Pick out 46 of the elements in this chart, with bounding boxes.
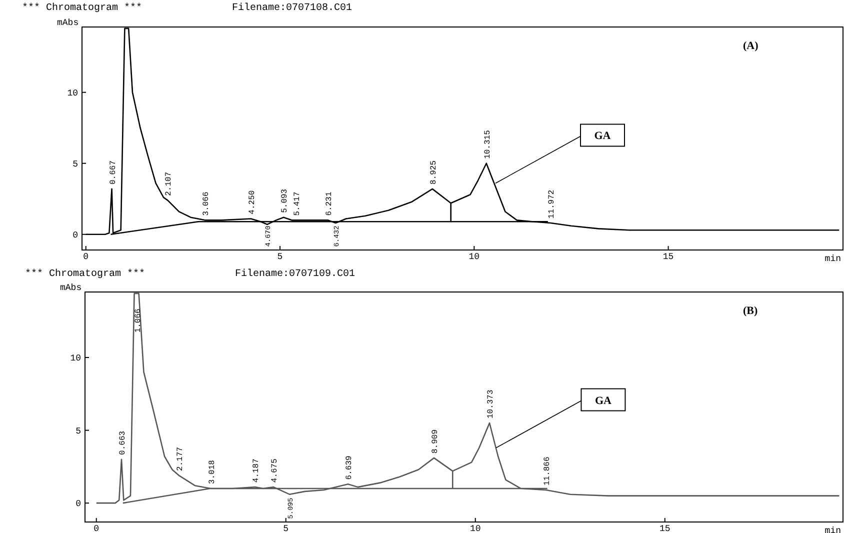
annotation: 4.675 (270, 458, 280, 483)
y-tick-label: 10 (70, 354, 81, 364)
annotation: 10.373 (486, 390, 496, 419)
annotation: 4.187 (252, 458, 262, 483)
annotation: 5.093 (280, 188, 290, 213)
annotation: 1.066 (134, 308, 143, 333)
x-tick-label: 10 (468, 252, 480, 262)
annotation: 10.315 (483, 130, 492, 159)
y-tick-label: 0 (72, 230, 78, 240)
annotation: 0.667 (108, 160, 118, 185)
annotation: 2.177 (176, 446, 185, 471)
annotation: (B) (743, 305, 758, 317)
annotation: (A) (743, 40, 759, 52)
y-axis-title: mAbs (60, 283, 82, 293)
x-tick-label: 0 (94, 524, 100, 533)
x-tick-label: 15 (662, 252, 674, 262)
annotation: 11.972 (548, 190, 557, 219)
chart-title: *** Chromatogram *** (22, 2, 142, 14)
annotation: 6.639 (344, 455, 354, 480)
annotation: GA (594, 130, 611, 142)
y-axis-title: mAbs (57, 18, 79, 28)
annotation: 8.925 (429, 160, 438, 185)
annotation: 2.107 (164, 172, 174, 196)
x-tick-label: 0 (83, 252, 89, 262)
annotation: 5.417 (293, 192, 302, 216)
y-tick-label: 0 (76, 499, 81, 510)
x-tick-label: 10 (470, 524, 481, 533)
chart-subtitle: Filename:0707108.C01 (232, 2, 352, 14)
x-tick-label: 5 (277, 252, 283, 262)
y-tick-label: 5 (72, 159, 78, 170)
chart-subtitle: Filename:0707109.C01 (235, 268, 356, 280)
x-axis-title: min (824, 526, 841, 533)
annotation: 3.018 (208, 460, 217, 484)
annotation: 0.663 (118, 430, 128, 455)
annotation: 4.250 (248, 190, 257, 214)
chart-title: *** Chromatogram *** (25, 268, 146, 280)
x-axis-title: min (824, 254, 841, 264)
annotation: GA (594, 394, 612, 407)
annotation: 3.066 (202, 192, 211, 216)
annotation: 8.909 (431, 429, 440, 454)
y-tick-label: 5 (76, 426, 81, 436)
annotation: 6.231 (324, 192, 334, 216)
y-tick-label: 10 (67, 88, 78, 98)
x-tick-label: 5 (283, 524, 289, 533)
x-tick-label: 15 (659, 524, 670, 533)
annotation: 11.866 (543, 456, 552, 486)
